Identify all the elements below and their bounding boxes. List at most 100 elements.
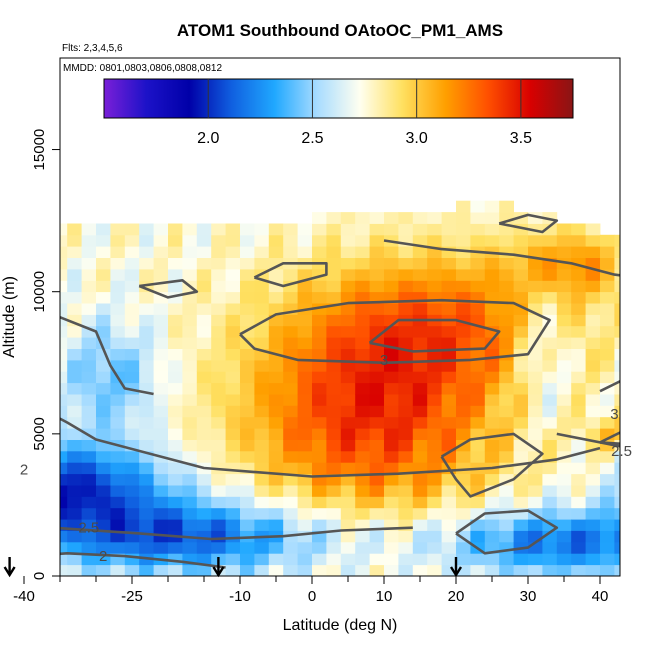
heatmap-cell bbox=[614, 496, 620, 509]
heatmap-cell bbox=[283, 394, 298, 406]
heatmap-cell bbox=[556, 303, 572, 315]
heatmap-cell bbox=[499, 337, 514, 349]
heatmap-cell bbox=[240, 246, 255, 258]
heatmap-cell bbox=[60, 485, 68, 497]
x-tick-label: -40 bbox=[13, 588, 35, 605]
heatmap-cell bbox=[441, 394, 457, 406]
heatmap-cell bbox=[110, 541, 126, 554]
heatmap-cell bbox=[81, 337, 97, 349]
heatmap-cell bbox=[60, 291, 68, 304]
heatmap-cell bbox=[484, 439, 500, 452]
heatmap-cell bbox=[60, 348, 68, 361]
heatmap-cell bbox=[297, 553, 313, 566]
heatmap-cell bbox=[629, 326, 644, 338]
heatmap-cell bbox=[398, 428, 414, 440]
heatmap-cell bbox=[585, 337, 601, 349]
heatmap-cell bbox=[556, 246, 572, 258]
heatmap-cell bbox=[211, 269, 226, 281]
heatmap-cell bbox=[398, 257, 414, 270]
heatmap-cell bbox=[168, 303, 183, 315]
heatmap-cell bbox=[110, 405, 126, 418]
heatmap-cell bbox=[412, 257, 428, 270]
heatmap-cell bbox=[340, 257, 356, 270]
heatmap-cell bbox=[456, 564, 471, 576]
heatmap-cell bbox=[499, 507, 514, 520]
heatmap-cell bbox=[96, 450, 111, 463]
heatmap-cell bbox=[456, 303, 471, 315]
heatmap-cell bbox=[427, 269, 442, 281]
heatmap-cell bbox=[427, 359, 442, 372]
heatmap-cell bbox=[528, 519, 543, 531]
contour-line bbox=[383, 239, 620, 277]
heatmap-cell bbox=[211, 314, 226, 327]
heatmap-cell bbox=[369, 473, 385, 486]
heatmap-cell bbox=[484, 212, 500, 224]
heatmap-cell bbox=[225, 269, 241, 281]
heatmap-cell bbox=[153, 541, 169, 554]
heatmap-cell bbox=[139, 439, 154, 452]
heatmap-cell bbox=[384, 280, 399, 293]
heatmap-cell bbox=[614, 450, 620, 463]
heatmap-cell bbox=[182, 371, 198, 384]
heatmap-cell bbox=[585, 382, 601, 395]
heatmap-cell bbox=[96, 553, 111, 566]
heatmap-cell bbox=[499, 371, 514, 384]
heatmap-cell bbox=[60, 473, 68, 486]
heatmap-cell bbox=[571, 359, 586, 372]
heatmap-cell bbox=[10, 371, 25, 383]
heatmap-cell bbox=[412, 291, 428, 304]
heatmap-cell bbox=[110, 348, 126, 361]
heatmap-cell bbox=[629, 292, 644, 304]
heatmap-cell bbox=[60, 223, 68, 236]
heatmap-cell bbox=[340, 541, 356, 554]
heatmap-cell bbox=[168, 359, 183, 372]
heatmap-cell bbox=[643, 394, 650, 406]
heatmap-cell bbox=[24, 326, 39, 338]
heatmap-cell bbox=[110, 382, 126, 395]
heatmap-cell bbox=[600, 348, 615, 361]
heatmap-cell bbox=[484, 382, 500, 395]
heatmap-cell bbox=[600, 428, 615, 440]
heatmap-cell bbox=[225, 405, 241, 418]
heatmap-cell bbox=[585, 428, 601, 440]
heatmap-cell bbox=[499, 439, 514, 452]
heatmap-cell bbox=[629, 485, 644, 497]
heatmap-cell bbox=[268, 371, 284, 384]
heatmap-cell bbox=[24, 258, 39, 270]
heatmap-cell bbox=[110, 507, 126, 520]
heatmap-cell bbox=[600, 303, 615, 315]
heatmap-cell bbox=[110, 269, 126, 281]
heatmap-cell bbox=[585, 405, 601, 418]
heatmap-cell bbox=[571, 371, 586, 384]
heatmap-cell bbox=[355, 439, 370, 452]
heatmap-cell bbox=[268, 359, 284, 372]
heatmap-cell bbox=[412, 519, 428, 531]
heatmap-cell bbox=[81, 314, 97, 327]
heatmap-cell bbox=[340, 337, 356, 349]
heatmap-cell bbox=[268, 291, 284, 304]
heatmap-cell bbox=[312, 530, 327, 543]
heatmap-cell bbox=[153, 507, 169, 520]
heatmap-cell bbox=[499, 462, 514, 475]
heatmap-cell bbox=[96, 541, 111, 554]
heatmap-cell bbox=[643, 349, 650, 361]
heatmap-cell bbox=[499, 291, 514, 304]
heatmap-cell bbox=[412, 439, 428, 452]
heatmap-cell bbox=[427, 428, 442, 440]
heatmap-cell bbox=[369, 405, 385, 418]
heatmap-cell bbox=[340, 394, 356, 406]
heatmap-cell bbox=[355, 416, 370, 429]
heatmap-cell bbox=[297, 507, 313, 520]
heatmap-cell bbox=[600, 496, 615, 509]
heatmap-cell bbox=[556, 507, 572, 520]
heatmap-cell bbox=[326, 325, 342, 338]
heatmap-cell bbox=[542, 291, 558, 304]
heatmap-cell bbox=[571, 325, 586, 338]
heatmap-cell bbox=[312, 405, 327, 418]
heatmap-cell bbox=[513, 371, 529, 384]
heatmap-cell bbox=[182, 314, 198, 327]
heatmap-cell bbox=[340, 234, 356, 247]
heatmap-cell bbox=[24, 394, 39, 406]
x-tick-label: 30 bbox=[520, 588, 537, 605]
